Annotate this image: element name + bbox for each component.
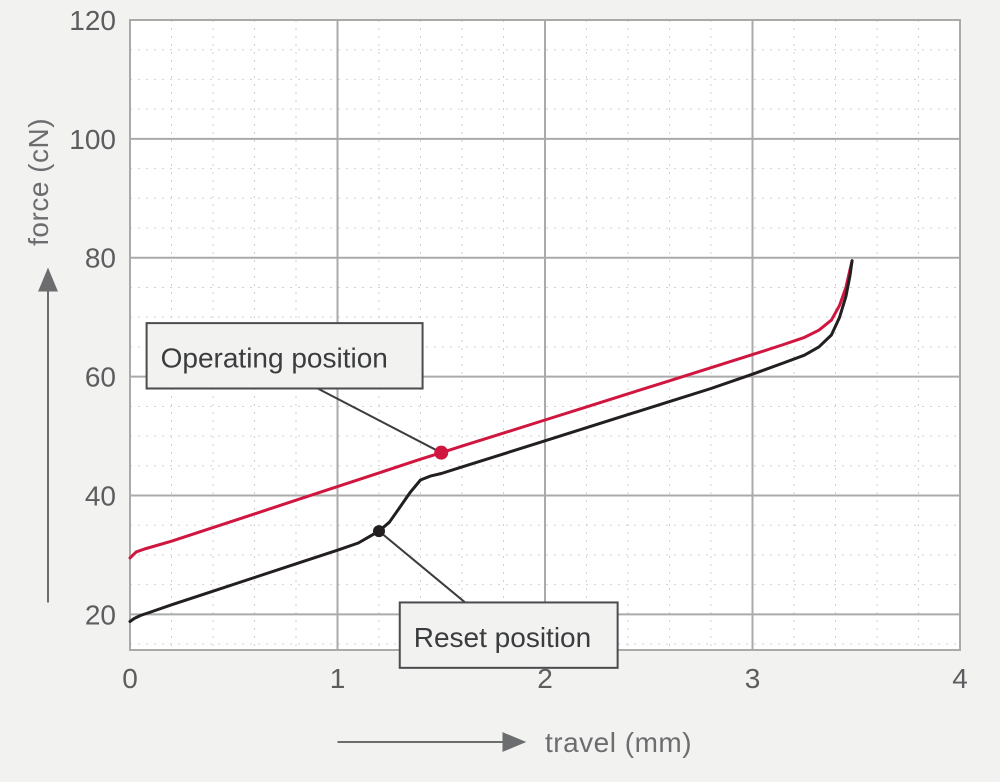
- y-tick-label: 80: [85, 243, 116, 274]
- y-tick-label: 60: [85, 362, 116, 393]
- y-tick-label: 40: [85, 480, 116, 511]
- marker-operating: [434, 446, 448, 460]
- y-axis-label: force (cN): [23, 118, 54, 246]
- force-travel-chart: 2040608010012001234Operating positionRes…: [0, 0, 1000, 782]
- callout-label-reset: Reset position: [414, 622, 591, 653]
- callout-label-operating: Operating position: [161, 343, 388, 374]
- x-tick-label: 4: [952, 663, 968, 694]
- y-tick-label: 20: [85, 599, 116, 630]
- y-tick-label: 100: [69, 124, 116, 155]
- x-tick-label: 0: [122, 663, 138, 694]
- x-axis-label: travel (mm): [545, 727, 692, 758]
- y-tick-label: 120: [69, 5, 116, 36]
- x-tick-label: 3: [745, 663, 761, 694]
- x-tick-label: 1: [330, 663, 346, 694]
- marker-reset: [373, 525, 385, 537]
